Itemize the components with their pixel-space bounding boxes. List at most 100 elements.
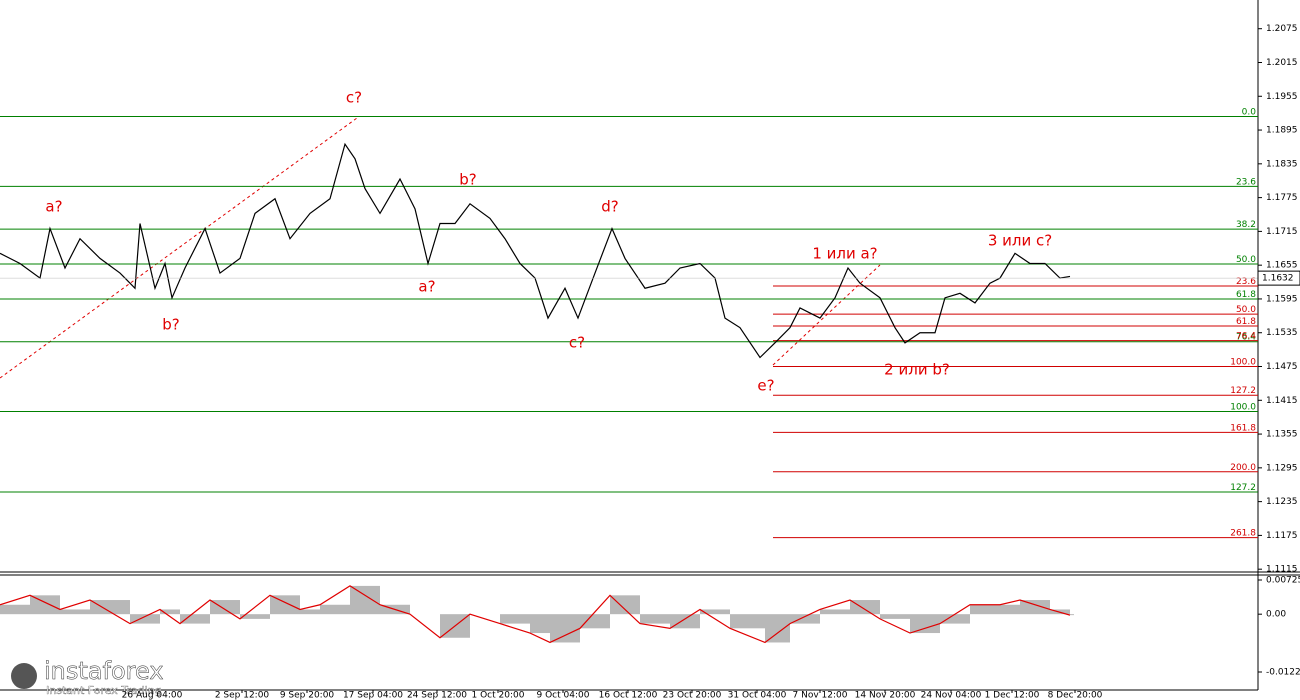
osc-bar xyxy=(270,595,300,615)
osc-bar xyxy=(160,609,180,615)
osc-bar xyxy=(90,600,130,615)
fib-label: 261.8 xyxy=(1230,529,1256,539)
x-tick-label: 24 Sep 12:00 xyxy=(407,691,467,700)
price-line xyxy=(0,142,1071,359)
osc-bar xyxy=(60,609,90,615)
osc-y-tick-label: 0.00725 xyxy=(1266,575,1300,585)
x-tick-label: 1 Oct 20:00 xyxy=(472,691,525,700)
fib-label: 23.6 xyxy=(1236,277,1256,287)
y-tick-label: 1.1655 xyxy=(1266,261,1298,271)
y-tick-label: 1.2075 xyxy=(1266,24,1298,34)
wave-label: d? xyxy=(601,198,618,216)
wave-label: c? xyxy=(346,89,362,107)
x-tick-label: 24 Nov 04:00 xyxy=(921,691,982,700)
wave-label: a? xyxy=(418,278,435,296)
y-tick-label: 1.1115 xyxy=(1266,565,1298,575)
osc-bar xyxy=(850,600,880,615)
osc-bar xyxy=(320,604,350,615)
osc-bar xyxy=(1070,614,1074,616)
x-tick-label: 9 Oct 04:00 xyxy=(537,691,590,700)
osc-bar xyxy=(730,614,765,629)
last-price-box xyxy=(1257,270,1300,286)
x-tick-label: 8 Dec 20:00 xyxy=(1048,691,1103,700)
osc-bar xyxy=(880,614,910,619)
x-tick-label: 9 Sep 20:00 xyxy=(280,691,335,700)
last-price-label: 1.1632 xyxy=(1262,274,1294,284)
fib-label: 127.2 xyxy=(1230,483,1256,493)
y-tick-label: 1.1715 xyxy=(1266,227,1298,237)
logo: instaforex Instant Forex Trading xyxy=(11,657,164,697)
osc-bar xyxy=(610,595,640,615)
y-tick-label: 1.1835 xyxy=(1266,159,1298,169)
x-tick-label: 14 Nov 20:00 xyxy=(855,691,916,700)
fib-label: 23.6 xyxy=(1236,177,1256,187)
osc-bar xyxy=(500,614,530,624)
wave-label: a? xyxy=(45,198,62,216)
osc-bar xyxy=(765,614,790,643)
y-tick-label: 1.1475 xyxy=(1266,362,1298,372)
wave-label: e? xyxy=(757,377,774,395)
y-tick-label: 1.2015 xyxy=(1266,58,1298,68)
fib-label: 38.2 xyxy=(1236,220,1256,230)
osc-bar xyxy=(1020,600,1050,615)
osc-bar xyxy=(530,614,550,634)
osc-bar xyxy=(180,614,210,624)
osc-bar xyxy=(670,614,700,629)
y-tick-label: 1.1775 xyxy=(1266,193,1298,203)
wave-label: 1 или a? xyxy=(812,245,877,263)
y-tick-label: 1.1355 xyxy=(1266,430,1298,440)
fib-label: 100.0 xyxy=(1230,403,1256,413)
fib-label: 61.8 xyxy=(1236,317,1256,327)
fib-label: 50.0 xyxy=(1236,255,1256,265)
y-tick-label: 1.1895 xyxy=(1266,126,1298,136)
y-tick-label: 1.1955 xyxy=(1266,92,1298,102)
osc-bar xyxy=(700,609,730,615)
y-tick-label: 1.1295 xyxy=(1266,463,1298,473)
osc-bar xyxy=(30,595,60,615)
y-tick-label: 1.1595 xyxy=(1266,294,1298,304)
osc-bar xyxy=(210,600,240,615)
x-tick-label: 23 Oct 20:00 xyxy=(663,691,722,700)
wave-label: c? xyxy=(569,334,585,352)
wave-label: 3 или c? xyxy=(988,232,1052,250)
fib-label: 0.0 xyxy=(1242,108,1257,118)
x-tick-label: 31 Oct 04:00 xyxy=(728,691,787,700)
y-tick-label: 1.1175 xyxy=(1266,531,1298,541)
y-tick-label: 1.1235 xyxy=(1266,497,1298,507)
fib-label: 161.8 xyxy=(1230,423,1256,433)
wave-label: 2 или b? xyxy=(884,361,950,379)
osc-y-tick-label: 0.00 xyxy=(1266,610,1286,620)
logo-icon xyxy=(11,663,37,689)
x-tick-label: 7 Nov 12:00 xyxy=(793,691,848,700)
osc-bar xyxy=(1000,604,1020,615)
logo-name: instaforex xyxy=(44,657,164,685)
osc-bar xyxy=(580,614,610,629)
fib-label: 127.2 xyxy=(1230,386,1256,396)
fib-label: 100.0 xyxy=(1230,358,1256,368)
fib-label: 200.0 xyxy=(1230,463,1256,473)
fib-label: 50.0 xyxy=(1236,305,1256,315)
osc-y-tick-label: -0.01226 xyxy=(1266,667,1300,677)
x-tick-label: 26 Aug 04:00 xyxy=(122,691,183,700)
osc-bar xyxy=(910,614,940,634)
y-tick-label: 1.1535 xyxy=(1266,328,1298,338)
osc-line xyxy=(0,585,1071,644)
trend-line xyxy=(772,264,881,366)
wave-label: b? xyxy=(162,316,179,334)
x-tick-label: 16 Oct 12:00 xyxy=(599,691,658,700)
fib-label: 76.4 xyxy=(1236,332,1256,342)
x-tick-label: 1 Dec 12:00 xyxy=(985,691,1040,700)
trend-line xyxy=(0,117,358,379)
logo-tagline: Instant Forex Trading xyxy=(46,684,162,697)
osc-bar xyxy=(130,614,160,624)
osc-bar xyxy=(300,609,320,615)
fib-label: 61.8 xyxy=(1236,290,1256,300)
osc-bar xyxy=(940,614,970,624)
fib-label: 76.4 xyxy=(1236,333,1256,343)
osc-bar xyxy=(350,585,380,615)
osc-bar xyxy=(970,604,1000,615)
osc-bar xyxy=(550,614,580,643)
osc-bar xyxy=(640,614,670,624)
osc-bar xyxy=(790,614,820,624)
